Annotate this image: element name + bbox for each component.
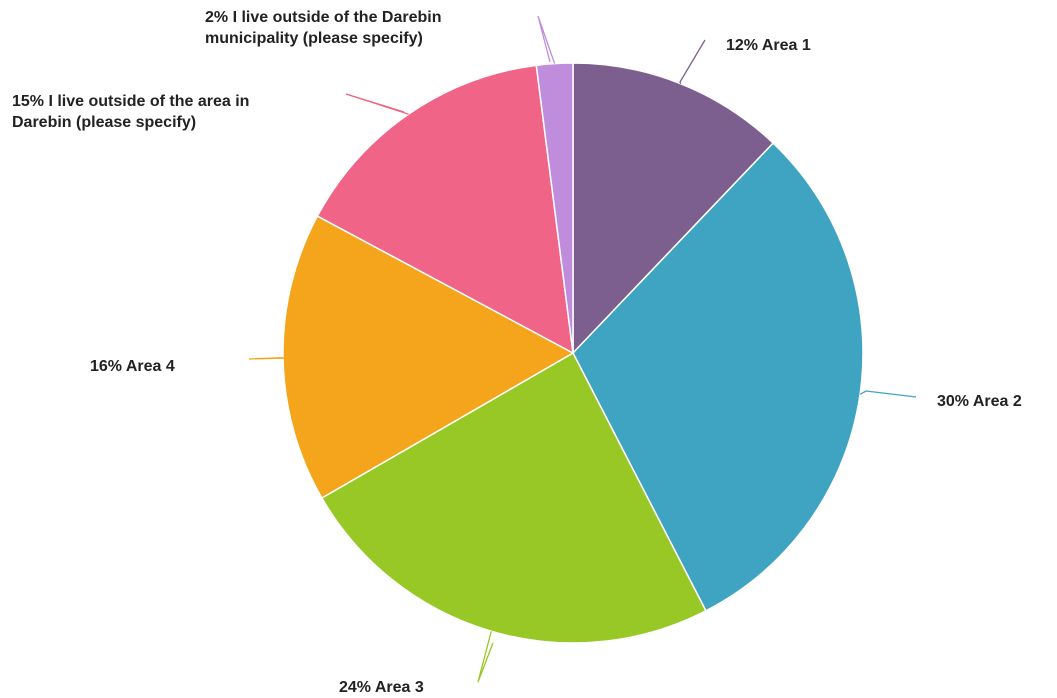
slice-label-6: 2% I live outside of the Darebin municipa… [205, 9, 442, 47]
leader-lines [248, 15, 917, 683]
slice-label-line: 15% I live outside of the area in [12, 93, 249, 110]
leader-line-1 [679, 39, 706, 85]
leader-line-4 [248, 356, 291, 360]
slice-labels: 12% Area 1 30% Area 2 24% Area 3 16% Area 4… [12, 9, 1022, 696]
slice-label-4: 16% Area 4 [90, 358, 175, 375]
slice-label-line: Darebin (please specify) [12, 114, 196, 131]
slice-label-line: 24% Area 3 [339, 679, 424, 696]
leader-line-5 [345, 93, 409, 115]
slice-label-line: municipality (please specify) [205, 30, 423, 47]
pie-slice-2 [572, 142, 864, 612]
slice-label-1: 12% Area 1 [726, 37, 811, 54]
pie-slice-5 [316, 64, 574, 355]
slice-label-line: 16% Area 4 [90, 358, 175, 375]
leader-line-6 [537, 15, 556, 64]
slice-label-line: 2% I live outside of the Darebin [205, 9, 442, 26]
leader-line-2 [859, 390, 917, 398]
slice-label-5: 15% I live outside of the area in Darebin… [12, 93, 249, 131]
pie-slice-3 [320, 351, 707, 644]
slice-label-line: 12% Area 1 [726, 37, 811, 54]
leader-line-3 [477, 631, 494, 683]
slice-label-2: 30% Area 2 [937, 393, 1022, 410]
slice-label-3: 24% Area 3 [339, 679, 424, 696]
pie-slices [282, 62, 864, 644]
slice-label-line: 30% Area 2 [937, 393, 1022, 410]
